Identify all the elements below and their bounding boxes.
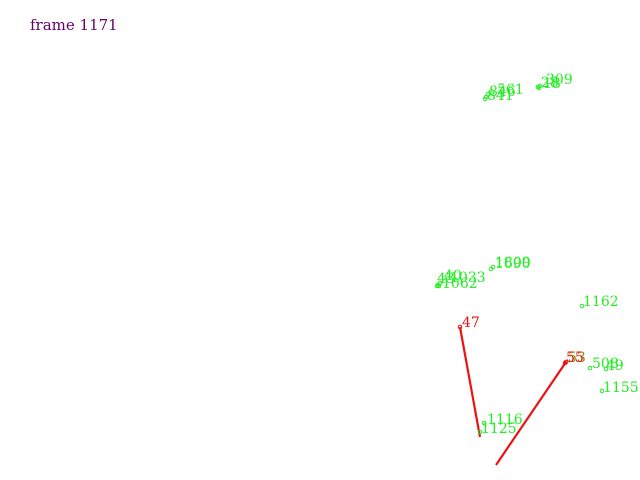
point-label-55: 55 <box>566 350 584 366</box>
track-point-55 <box>562 360 568 366</box>
track-point-1116 <box>481 420 487 426</box>
track-point-1125 <box>477 429 483 435</box>
point-label-53: 53 <box>568 350 586 366</box>
track-point-1162 <box>579 303 585 309</box>
track-point-18 <box>536 85 542 91</box>
track-point-1062 <box>436 283 442 289</box>
point-label-40: 40 <box>444 268 462 284</box>
point-label-1033: 1033 <box>450 270 486 286</box>
track-point-47 <box>457 324 463 330</box>
track-point-508 <box>587 365 593 371</box>
point-label-1116: 1116 <box>487 412 523 428</box>
point-label-1162: 1162 <box>583 294 619 310</box>
track-point-53 <box>563 359 569 365</box>
point-label-1809: 1809 <box>495 255 531 271</box>
point-label-1690: 1690 <box>495 256 531 272</box>
point-label-508: 508 <box>592 356 619 372</box>
track-line-47 <box>458 326 482 438</box>
point-label-309: 309 <box>546 72 573 88</box>
point-label-47: 47 <box>462 315 480 331</box>
point-label-1062: 1062 <box>442 276 478 292</box>
point-label-49: 49 <box>606 358 624 374</box>
point-label-1155: 1155 <box>603 380 639 396</box>
point-label-43: 43 <box>437 271 455 287</box>
frame-label: frame 1171 <box>30 16 118 34</box>
track-point-1809 <box>488 266 494 272</box>
point-label-841: 841 <box>487 88 514 104</box>
track-line-53 <box>495 361 567 466</box>
point-label-28: 28 <box>541 75 559 91</box>
track-point-1155 <box>599 388 605 394</box>
point-label-18: 18 <box>543 76 561 92</box>
track-point-49 <box>603 366 609 372</box>
track-point-841 <box>482 96 488 102</box>
point-label-1125: 1125 <box>481 421 517 437</box>
point-label-561: 561 <box>497 82 524 98</box>
track-point-561 <box>485 91 491 97</box>
point-label-846: 846 <box>489 84 516 100</box>
track-point-43 <box>434 283 440 289</box>
track-point-1033 <box>435 282 441 288</box>
